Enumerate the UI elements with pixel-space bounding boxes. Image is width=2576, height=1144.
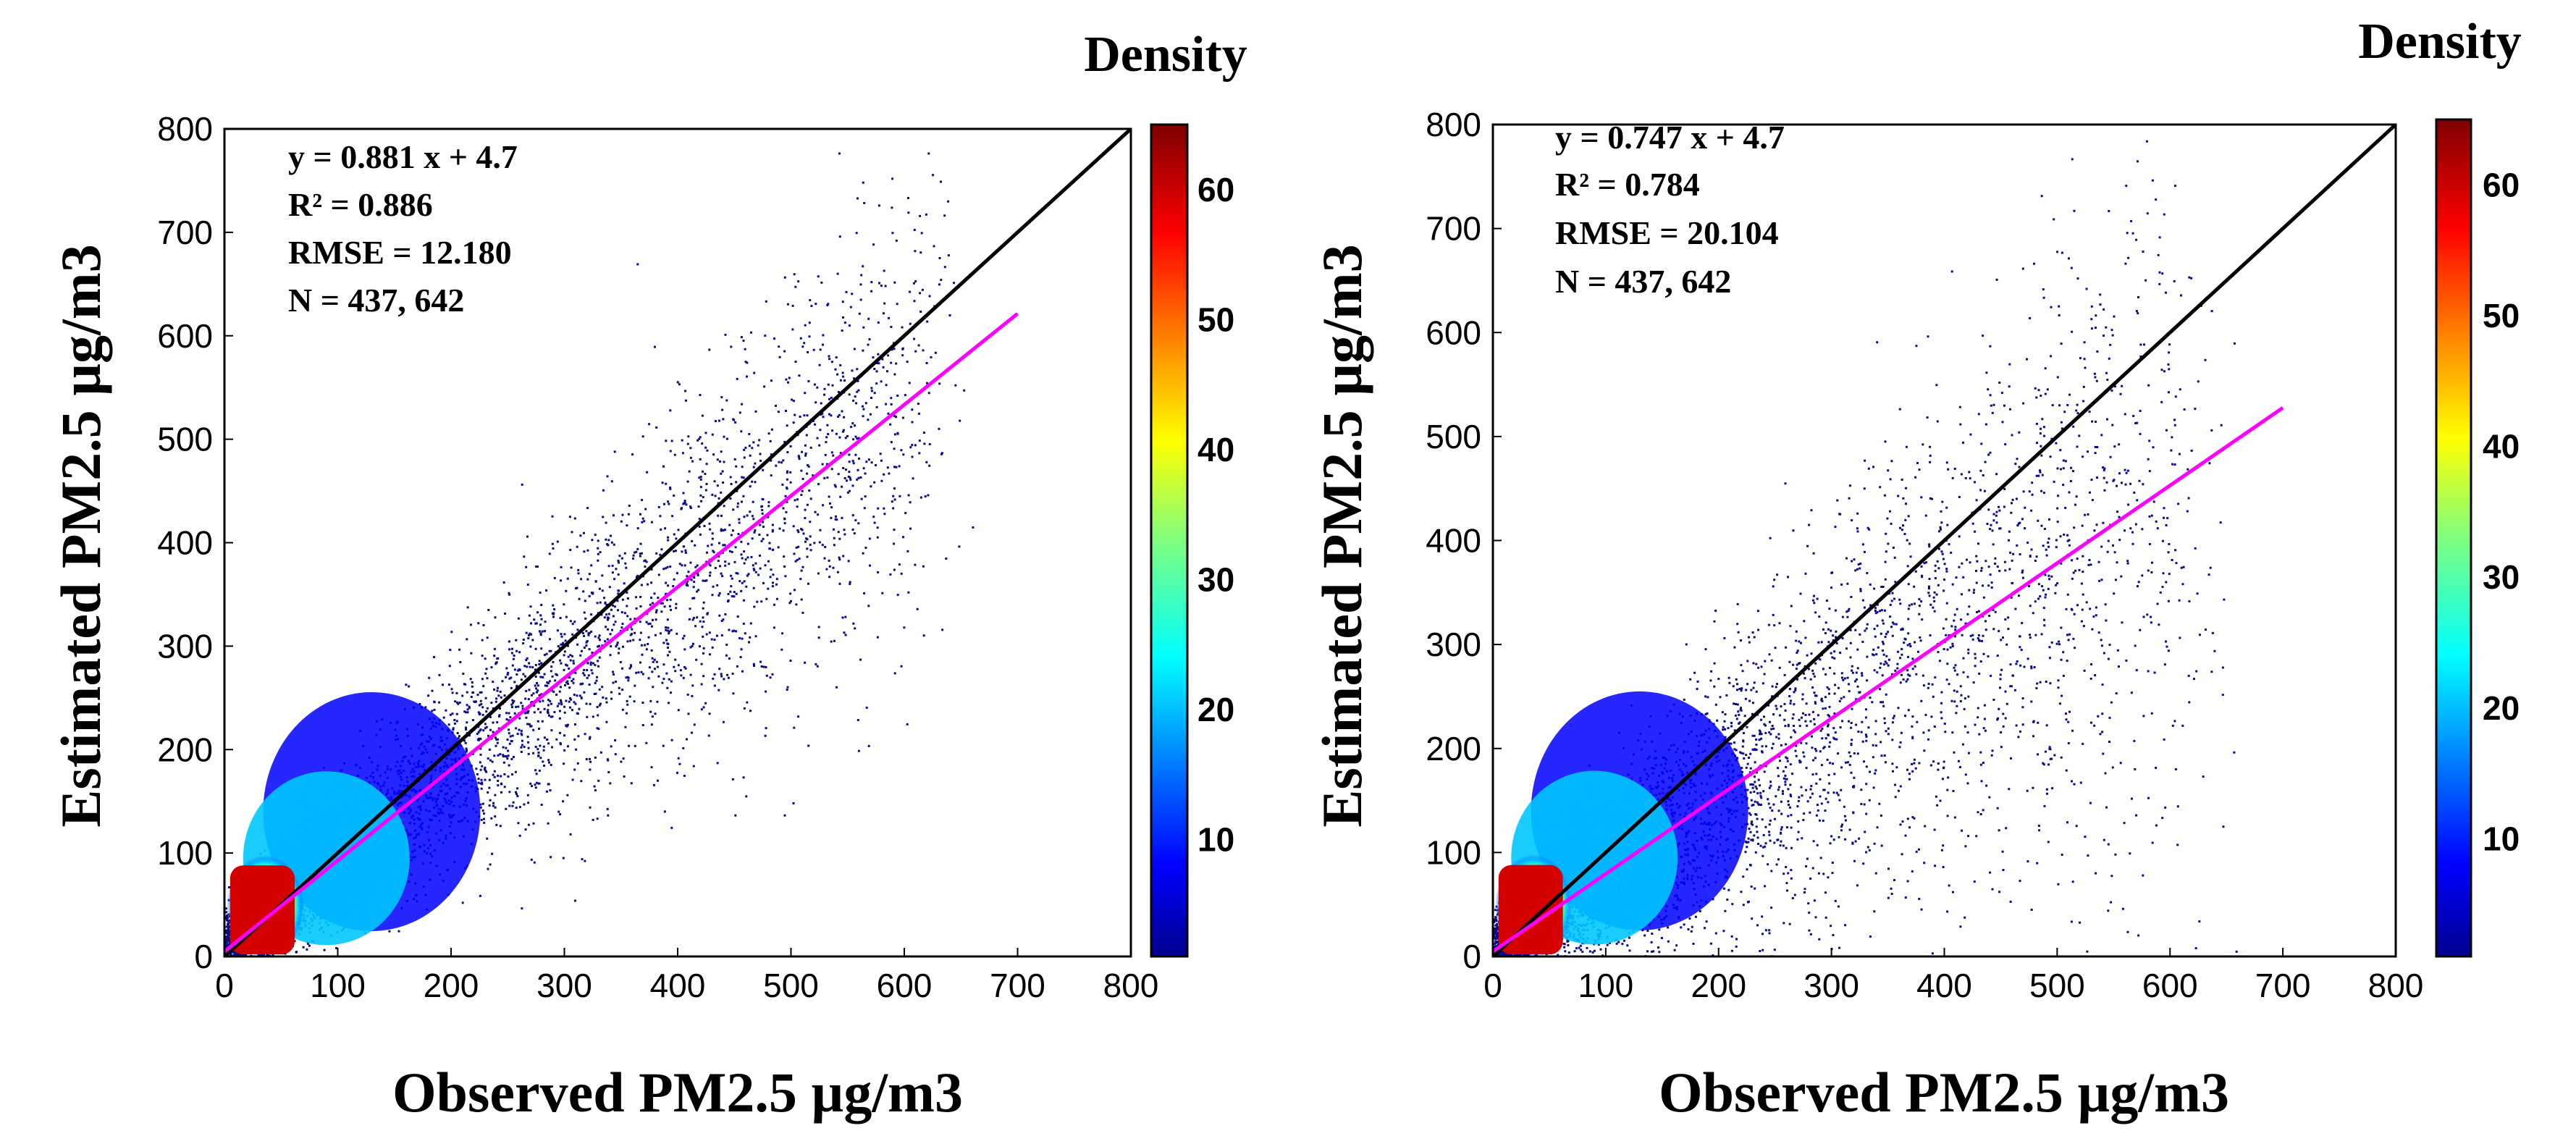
x-tick-label: 600 [877,967,933,1004]
colorbar-tick-label: 60 [2483,166,2520,203]
line-layer [224,129,1131,956]
density-core [1498,865,1563,955]
colorbar-tick-label: 30 [2483,558,2520,596]
regression-line [224,312,1019,954]
y-tick-label: 300 [157,627,213,665]
plot-area [1491,123,2397,958]
colorbar-tick-label: 10 [1197,820,1234,858]
colorbar: 10 20 30 40 50 60 Density [2358,14,2522,958]
x-tick-label: 200 [424,967,479,1004]
y-tick-label: 400 [1426,522,1481,560]
x-tick-label: 700 [2255,967,2311,1004]
x-tick-label: 500 [2029,967,2085,1004]
x-tick-label: 400 [1916,967,1972,1004]
scatter-panel-right: 0 100 200 300 400 500 600 700 800 0 100 200 300 400 5… [1310,14,2522,1124]
y-tick-label: 800 [1426,106,1481,143]
colorbar-ticks: 10 20 30 40 50 60 [2483,166,2520,857]
r-squared: R² = 0.886 [288,186,433,223]
y-tick-label: 700 [157,214,213,251]
r-squared: R² = 0.784 [1555,166,1700,203]
y-axis-title: Estimated PM2.5 µg/m3 [1310,244,1373,827]
rmse: RMSE = 12.180 [288,234,512,271]
x-tick-label: 300 [536,967,592,1004]
plot-area [223,127,1132,958]
x-tick-label: 100 [310,967,366,1004]
x-axis-ticks: 0 100 200 300 400 500 600 700 800 [215,948,1158,1004]
y-tick-label: 0 [1462,938,1481,975]
colorbar-title: Density [2358,14,2522,70]
colorbar-tick-label: 60 [1197,171,1234,209]
sample-count: N = 437, 642 [1555,263,1731,300]
x-tick-label: 600 [2142,967,2198,1004]
x-tick-label: 300 [1803,967,1859,1004]
y-axis-ticks: 0 100 200 300 400 500 600 700 800 [1426,106,1502,975]
x-tick-label: 0 [215,967,234,1004]
y-tick-label: 0 [194,938,213,975]
identity-line [224,129,1131,956]
rmse: RMSE = 20.104 [1555,214,1779,251]
y-tick-label: 200 [157,731,213,768]
y-tick-label: 800 [157,110,213,148]
colorbar-ticks: 10 20 30 40 50 60 [1197,171,1234,859]
y-axis-title: Estimated PM2.5 µg/m3 [49,244,112,827]
colorbar-tick-label: 10 [2483,820,2520,857]
colorbar: 10 20 30 40 50 60 Density [1084,27,1247,958]
regression-equation: y = 0.881 x + 4.7 [288,138,518,175]
x-tick-label: 800 [1103,967,1159,1004]
y-tick-label: 300 [1426,626,1481,663]
stats-annotation: y = 0.747 x + 4.7 R² = 0.784 RMSE = 20.1… [1555,119,1785,300]
x-axis-title: Observed PM2.5 µg/m3 [392,1061,963,1124]
y-axis-ticks: 0 100 200 300 400 500 600 700 800 [157,110,233,975]
colorbar-tick-label: 30 [1197,560,1234,598]
x-axis-ticks: 0 100 200 300 400 500 600 700 800 [1483,948,2423,1004]
x-tick-label: 0 [1483,967,1502,1004]
y-tick-label: 700 [1426,210,1481,248]
x-axis-title: Observed PM2.5 µg/m3 [1659,1061,2229,1124]
stats-annotation: y = 0.881 x + 4.7 R² = 0.886 RMSE = 12.1… [288,138,518,319]
line-layer [1493,125,2396,956]
x-tick-label: 100 [1578,967,1634,1004]
y-tick-label: 100 [1426,833,1481,871]
scatter-panel-left: 0 100 200 300 400 500 600 700 800 0 100 200 300 400 5… [49,27,1247,1124]
x-tick-label: 500 [763,967,819,1004]
identity-line [1493,125,2396,956]
colorbar-tick-label: 50 [2483,297,2520,335]
colorbar-tick-label: 40 [2483,428,2520,466]
x-tick-label: 800 [2368,967,2424,1004]
y-tick-label: 600 [157,317,213,355]
colorbar-tick-label: 20 [2483,689,2520,727]
x-tick-label: 700 [990,967,1045,1004]
x-tick-label: 400 [650,967,706,1004]
y-tick-label: 200 [1426,730,1481,767]
y-tick-label: 500 [157,421,213,458]
colorbar-tick-label: 50 [1197,300,1234,338]
regression-equation: y = 0.747 x + 4.7 [1555,119,1785,156]
y-tick-label: 500 [1426,418,1481,455]
colorbar-title: Density [1084,27,1247,83]
x-tick-label: 200 [1691,967,1746,1004]
y-tick-label: 100 [157,834,213,872]
y-tick-label: 600 [1426,314,1481,351]
y-tick-label: 400 [157,524,213,562]
regression-line [1493,406,2284,954]
colorbar-tick-label: 40 [1197,431,1234,468]
sample-count: N = 437, 642 [288,282,464,319]
colorbar-tick-label: 20 [1197,691,1234,728]
